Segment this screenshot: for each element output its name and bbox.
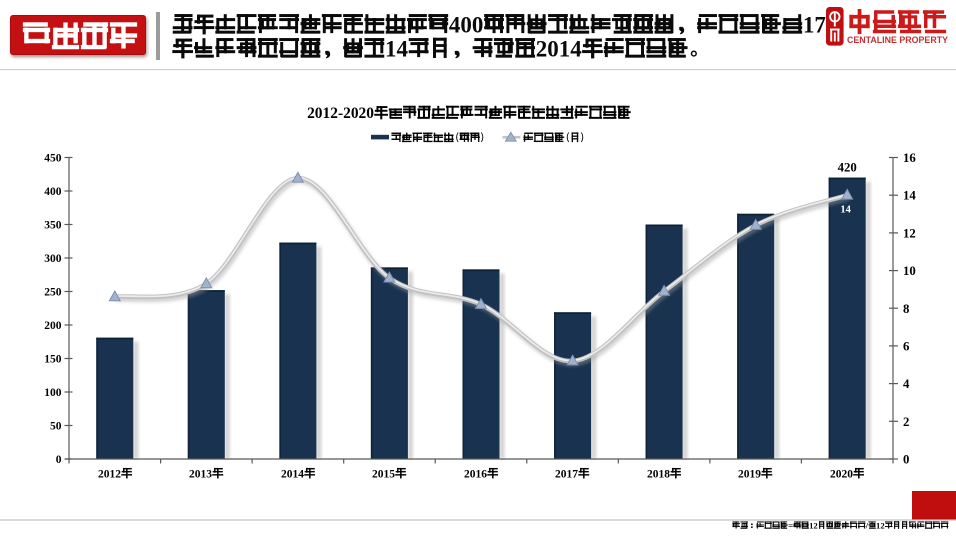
svg-text:16: 16 — [903, 151, 916, 165]
svg-text:CENTALINE PROPERTY: CENTALINE PROPERTY — [847, 35, 949, 46]
svg-text:2014: 2014 — [281, 468, 304, 480]
svg-text:2019: 2019 — [738, 468, 761, 480]
svg-text:12: 12 — [809, 521, 818, 530]
svg-text:250: 250 — [44, 287, 62, 299]
svg-text:50: 50 — [50, 421, 62, 433]
svg-text:400: 400 — [44, 186, 62, 198]
svg-text:14: 14 — [840, 205, 851, 216]
svg-text:450: 450 — [44, 153, 62, 165]
svg-text:2016: 2016 — [464, 468, 487, 480]
svg-text:17: 17 — [803, 13, 826, 38]
svg-text:2: 2 — [903, 415, 909, 429]
svg-text:14: 14 — [903, 189, 916, 203]
svg-text:350: 350 — [44, 220, 62, 232]
svg-text:400: 400 — [449, 13, 484, 38]
svg-text:200: 200 — [44, 320, 62, 332]
svg-text:2012-2020: 2012-2020 — [307, 105, 374, 121]
svg-text:420: 420 — [838, 161, 857, 175]
svg-text:4: 4 — [903, 377, 910, 391]
svg-text:300: 300 — [44, 253, 62, 265]
svg-text:2013: 2013 — [189, 468, 212, 480]
svg-text:2014: 2014 — [536, 37, 583, 62]
svg-text:2015: 2015 — [372, 468, 395, 480]
svg-text:14: 14 — [385, 37, 409, 62]
svg-text:2020: 2020 — [830, 468, 853, 480]
svg-text:/: / — [865, 521, 869, 530]
svg-text:12: 12 — [876, 521, 885, 530]
svg-text:0: 0 — [903, 453, 909, 467]
svg-text:12: 12 — [903, 226, 916, 240]
svg-text:6: 6 — [903, 339, 910, 353]
svg-text:0: 0 — [56, 454, 62, 466]
svg-text:150: 150 — [44, 354, 62, 366]
svg-text:8: 8 — [903, 302, 909, 316]
svg-text:10: 10 — [903, 264, 916, 278]
svg-text:2017: 2017 — [555, 468, 578, 480]
svg-text:100: 100 — [44, 387, 62, 399]
svg-text:2018: 2018 — [647, 468, 670, 480]
svg-text:2012: 2012 — [98, 468, 121, 480]
svg-text:=: = — [788, 521, 793, 530]
